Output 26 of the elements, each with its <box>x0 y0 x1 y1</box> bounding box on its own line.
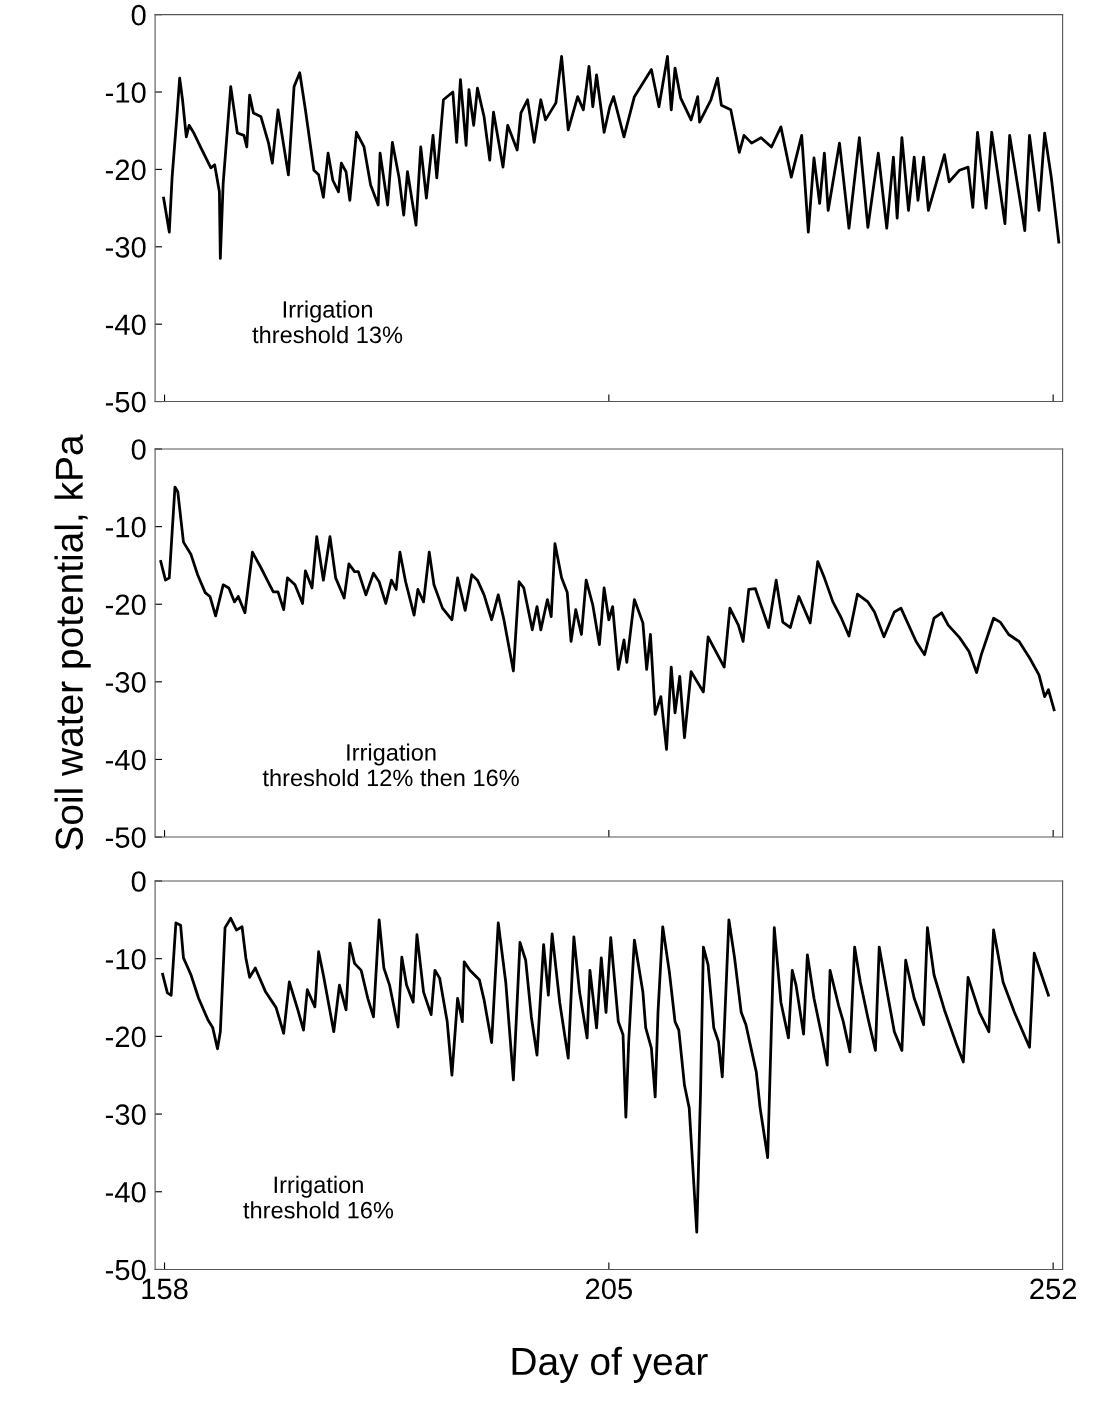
y-tick-label: -10 <box>105 948 146 970</box>
line-series <box>161 916 1050 1234</box>
y-tick-label: -40 <box>105 314 146 336</box>
annotation: Irrigation threshold 13% <box>252 300 403 344</box>
y-tick-label: -20 <box>105 159 146 181</box>
y-tick-label: -50 <box>105 827 146 848</box>
y-tick-label: -30 <box>105 237 146 258</box>
y-tick-label: 0 <box>131 871 146 892</box>
x-tick-label: 252 <box>1030 1278 1077 1300</box>
x-axis-title: Day of year <box>512 1346 708 1383</box>
annotation: Irrigation threshold 16% <box>243 1175 394 1219</box>
y-tick-label: -30 <box>105 672 146 693</box>
y-tick-label: -30 <box>105 1104 146 1125</box>
y-tick-label: 0 <box>131 4 146 26</box>
y-tick-label: -10 <box>105 516 146 538</box>
y-axis-title: Soil water potential, kPa <box>54 434 91 850</box>
annotation: Irrigation threshold 12% then 16% <box>262 743 519 787</box>
y-tick-label: -40 <box>105 749 146 771</box>
line-series <box>162 55 1061 260</box>
y-tick-label: -40 <box>105 1181 146 1203</box>
y-tick-label: 0 <box>131 439 146 460</box>
y-tick-label: -50 <box>105 391 146 413</box>
y-tick-label: -10 <box>105 82 146 103</box>
x-tick-label: 205 <box>585 1278 632 1300</box>
y-tick-label: -20 <box>105 1026 146 1048</box>
y-tick-label: -20 <box>105 594 146 616</box>
